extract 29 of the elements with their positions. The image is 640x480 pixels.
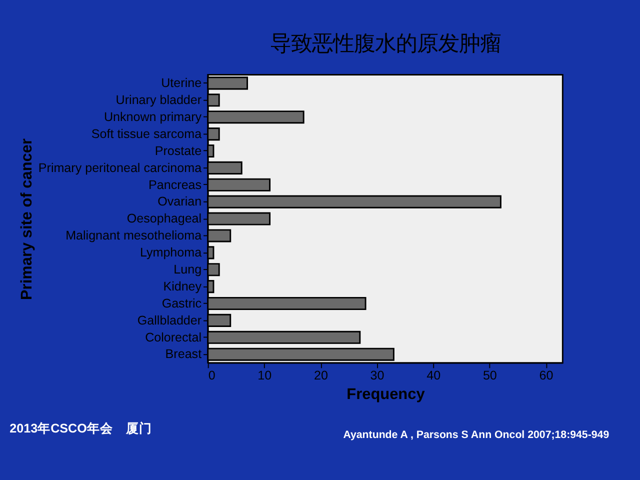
text: 2013年CSCO年会 厦门	[10, 420, 152, 436]
x-tick-label: 30	[370, 368, 384, 383]
chart-title: 导致恶性腹水的原发肿瘤	[270, 32, 501, 57]
y-tick-label: Ovarian	[158, 194, 202, 209]
x-axis-title: Frequency	[346, 386, 426, 404]
text: Ayantunde A , Parsons S Ann Oncol 2007;18:945-949	[343, 429, 610, 442]
x-tick-label: 0	[208, 368, 216, 383]
y-tick-label: Primary peritoneal carcinoma	[38, 160, 202, 175]
y-tick-label: Colorectal	[145, 330, 202, 344]
x-tick-label: 50	[482, 368, 497, 383]
y-tick-label: Lung	[174, 262, 202, 276]
y-tick-label: Kidney	[163, 279, 202, 294]
y-tick-label: Oesophageal	[126, 212, 202, 226]
y-tick-label: Soft tissue sarcoma	[91, 126, 202, 141]
y-tick-label: Pancreas	[148, 178, 202, 192]
y-tick-label: Gastric	[162, 296, 202, 310]
x-tick-label: 10	[258, 368, 272, 383]
y-tick-label: Prostate	[154, 144, 202, 158]
y-tick-label: Uterine	[161, 76, 202, 90]
x-tick-label: 40	[426, 368, 441, 383]
y-axis-title: Primary site of cancer	[18, 138, 36, 300]
x-tick-label: 60	[539, 368, 554, 383]
y-tick-label: Lymphoma	[140, 246, 202, 260]
y-tick-label: Urinary bladder	[116, 93, 202, 108]
y-tick-label: Gallbladder	[137, 313, 202, 328]
y-tick-label: Unknown primary	[104, 110, 202, 124]
y-tick-label: Breast	[165, 347, 202, 362]
x-tick-label: 20	[314, 368, 328, 383]
y-tick-label: Malignant mesothelioma	[66, 228, 202, 243]
